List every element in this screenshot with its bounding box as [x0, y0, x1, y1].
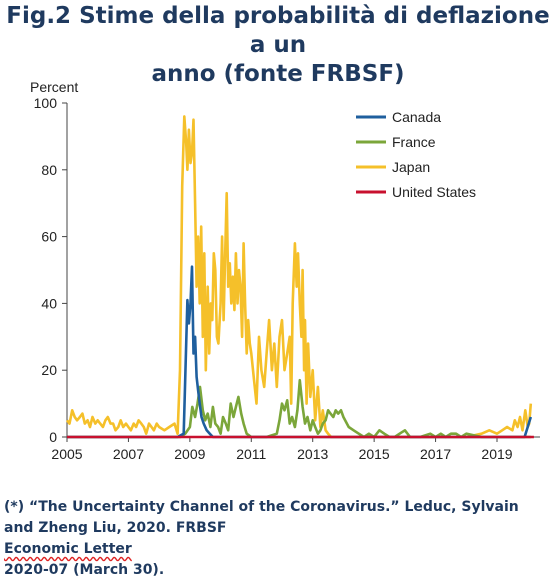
source-note-marked-text: Economic Letter: [4, 541, 132, 557]
y-tick-label: 20: [41, 362, 57, 378]
chart-title-line-1: Fig.2 Stime della probabilità di deflazi…: [6, 3, 550, 58]
x-tick-label: 2005: [51, 446, 82, 462]
legend-label-canada: Canada: [392, 109, 441, 125]
source-note-line-2: and Zheng Liu, 2020. FRBSF Economic Lett…: [4, 518, 552, 581]
source-note-line-1: (*) “The Uncertainty Channel of the Coro…: [4, 499, 519, 515]
legend-label-united-states: United States: [392, 184, 476, 200]
chart-legend: Canada France Japan United States: [356, 109, 476, 200]
source-note-line-2-suffix: 2020-07 (March 30).: [4, 562, 165, 578]
x-tick-label: 2007: [113, 446, 144, 462]
x-tick-label: 2011: [236, 446, 266, 462]
y-tick-label: 60: [41, 229, 57, 245]
legend-label-france: France: [392, 134, 436, 150]
y-tick-label: 0: [49, 429, 57, 445]
y-tick-label: 100: [34, 95, 58, 111]
x-tick-label: 2019: [481, 446, 512, 462]
chart-title: Fig.2 Stime della probabilità di deflazi…: [0, 2, 556, 89]
line-chart: Percent 0 20 40 60 80 100 2005 2007 2009 2011 2013…: [30, 79, 540, 462]
source-note-line-2-prefix: and Zheng Liu, 2020. FRBSF: [4, 520, 227, 536]
chart-title-line-2: anno (fonte FRBSF): [151, 61, 405, 87]
x-tick-label: 2015: [359, 446, 390, 462]
series-line-japan: [65, 115, 533, 439]
x-tick-label: 2013: [297, 446, 328, 462]
chart-series: [65, 115, 534, 439]
legend-label-japan: Japan: [392, 159, 430, 175]
source-note: (*) “The Uncertainty Channel of the Coro…: [4, 497, 552, 581]
x-tick-label: 2009: [174, 446, 205, 462]
y-axis-label: Percent: [30, 79, 78, 95]
series-line-france: [67, 378, 531, 439]
x-tick-label: 2017: [420, 446, 451, 462]
y-tick-label: 40: [41, 295, 57, 311]
y-tick-label: 80: [41, 162, 57, 178]
